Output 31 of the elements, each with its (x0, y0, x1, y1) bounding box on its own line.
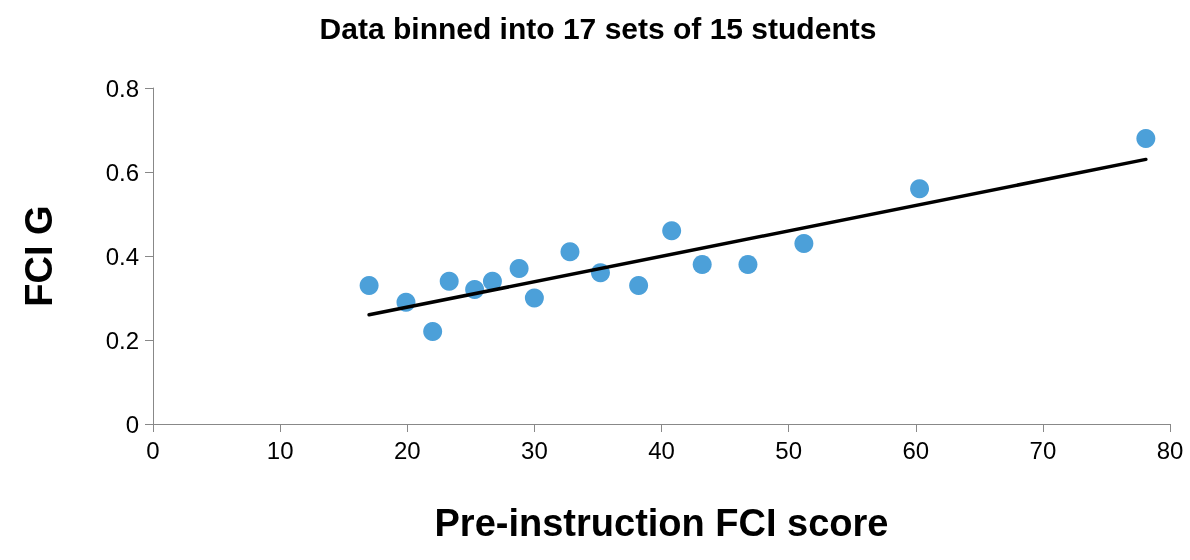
point (910, 179, 930, 199)
y-tick-label: 0.4 (105, 242, 139, 270)
point (794, 233, 814, 253)
point (692, 254, 712, 274)
x-tick-label: 0 (146, 436, 160, 464)
x-tick-label: 50 (775, 436, 802, 464)
y-tick-label: 0.2 (105, 326, 139, 354)
point (1136, 128, 1156, 148)
y-tick-label: 0.8 (105, 74, 139, 102)
point (423, 322, 443, 342)
x-tick-label: 60 (902, 436, 930, 464)
x-tick-label: 40 (648, 436, 675, 464)
y-tick-label: 0.6 (105, 158, 139, 186)
chart-title: Data binned into 17 sets of 15 students (319, 11, 877, 45)
x-tick-label: 30 (521, 436, 548, 464)
point (662, 221, 682, 241)
point (629, 275, 649, 295)
point (359, 275, 379, 295)
point (439, 271, 459, 291)
x-tick-label: 10 (266, 436, 294, 464)
x-tick-label: 80 (1156, 436, 1184, 464)
y-tick-label: 0 (125, 410, 139, 438)
x-tick-label: 20 (393, 436, 421, 464)
y-axis-title: FCI G (18, 205, 60, 307)
point (524, 288, 544, 308)
point (560, 242, 580, 262)
x-axis-title: Pre-instruction FCI score (434, 502, 889, 544)
point (482, 271, 502, 291)
point (738, 254, 758, 274)
x-tick-label: 70 (1029, 436, 1057, 464)
point (509, 259, 529, 279)
